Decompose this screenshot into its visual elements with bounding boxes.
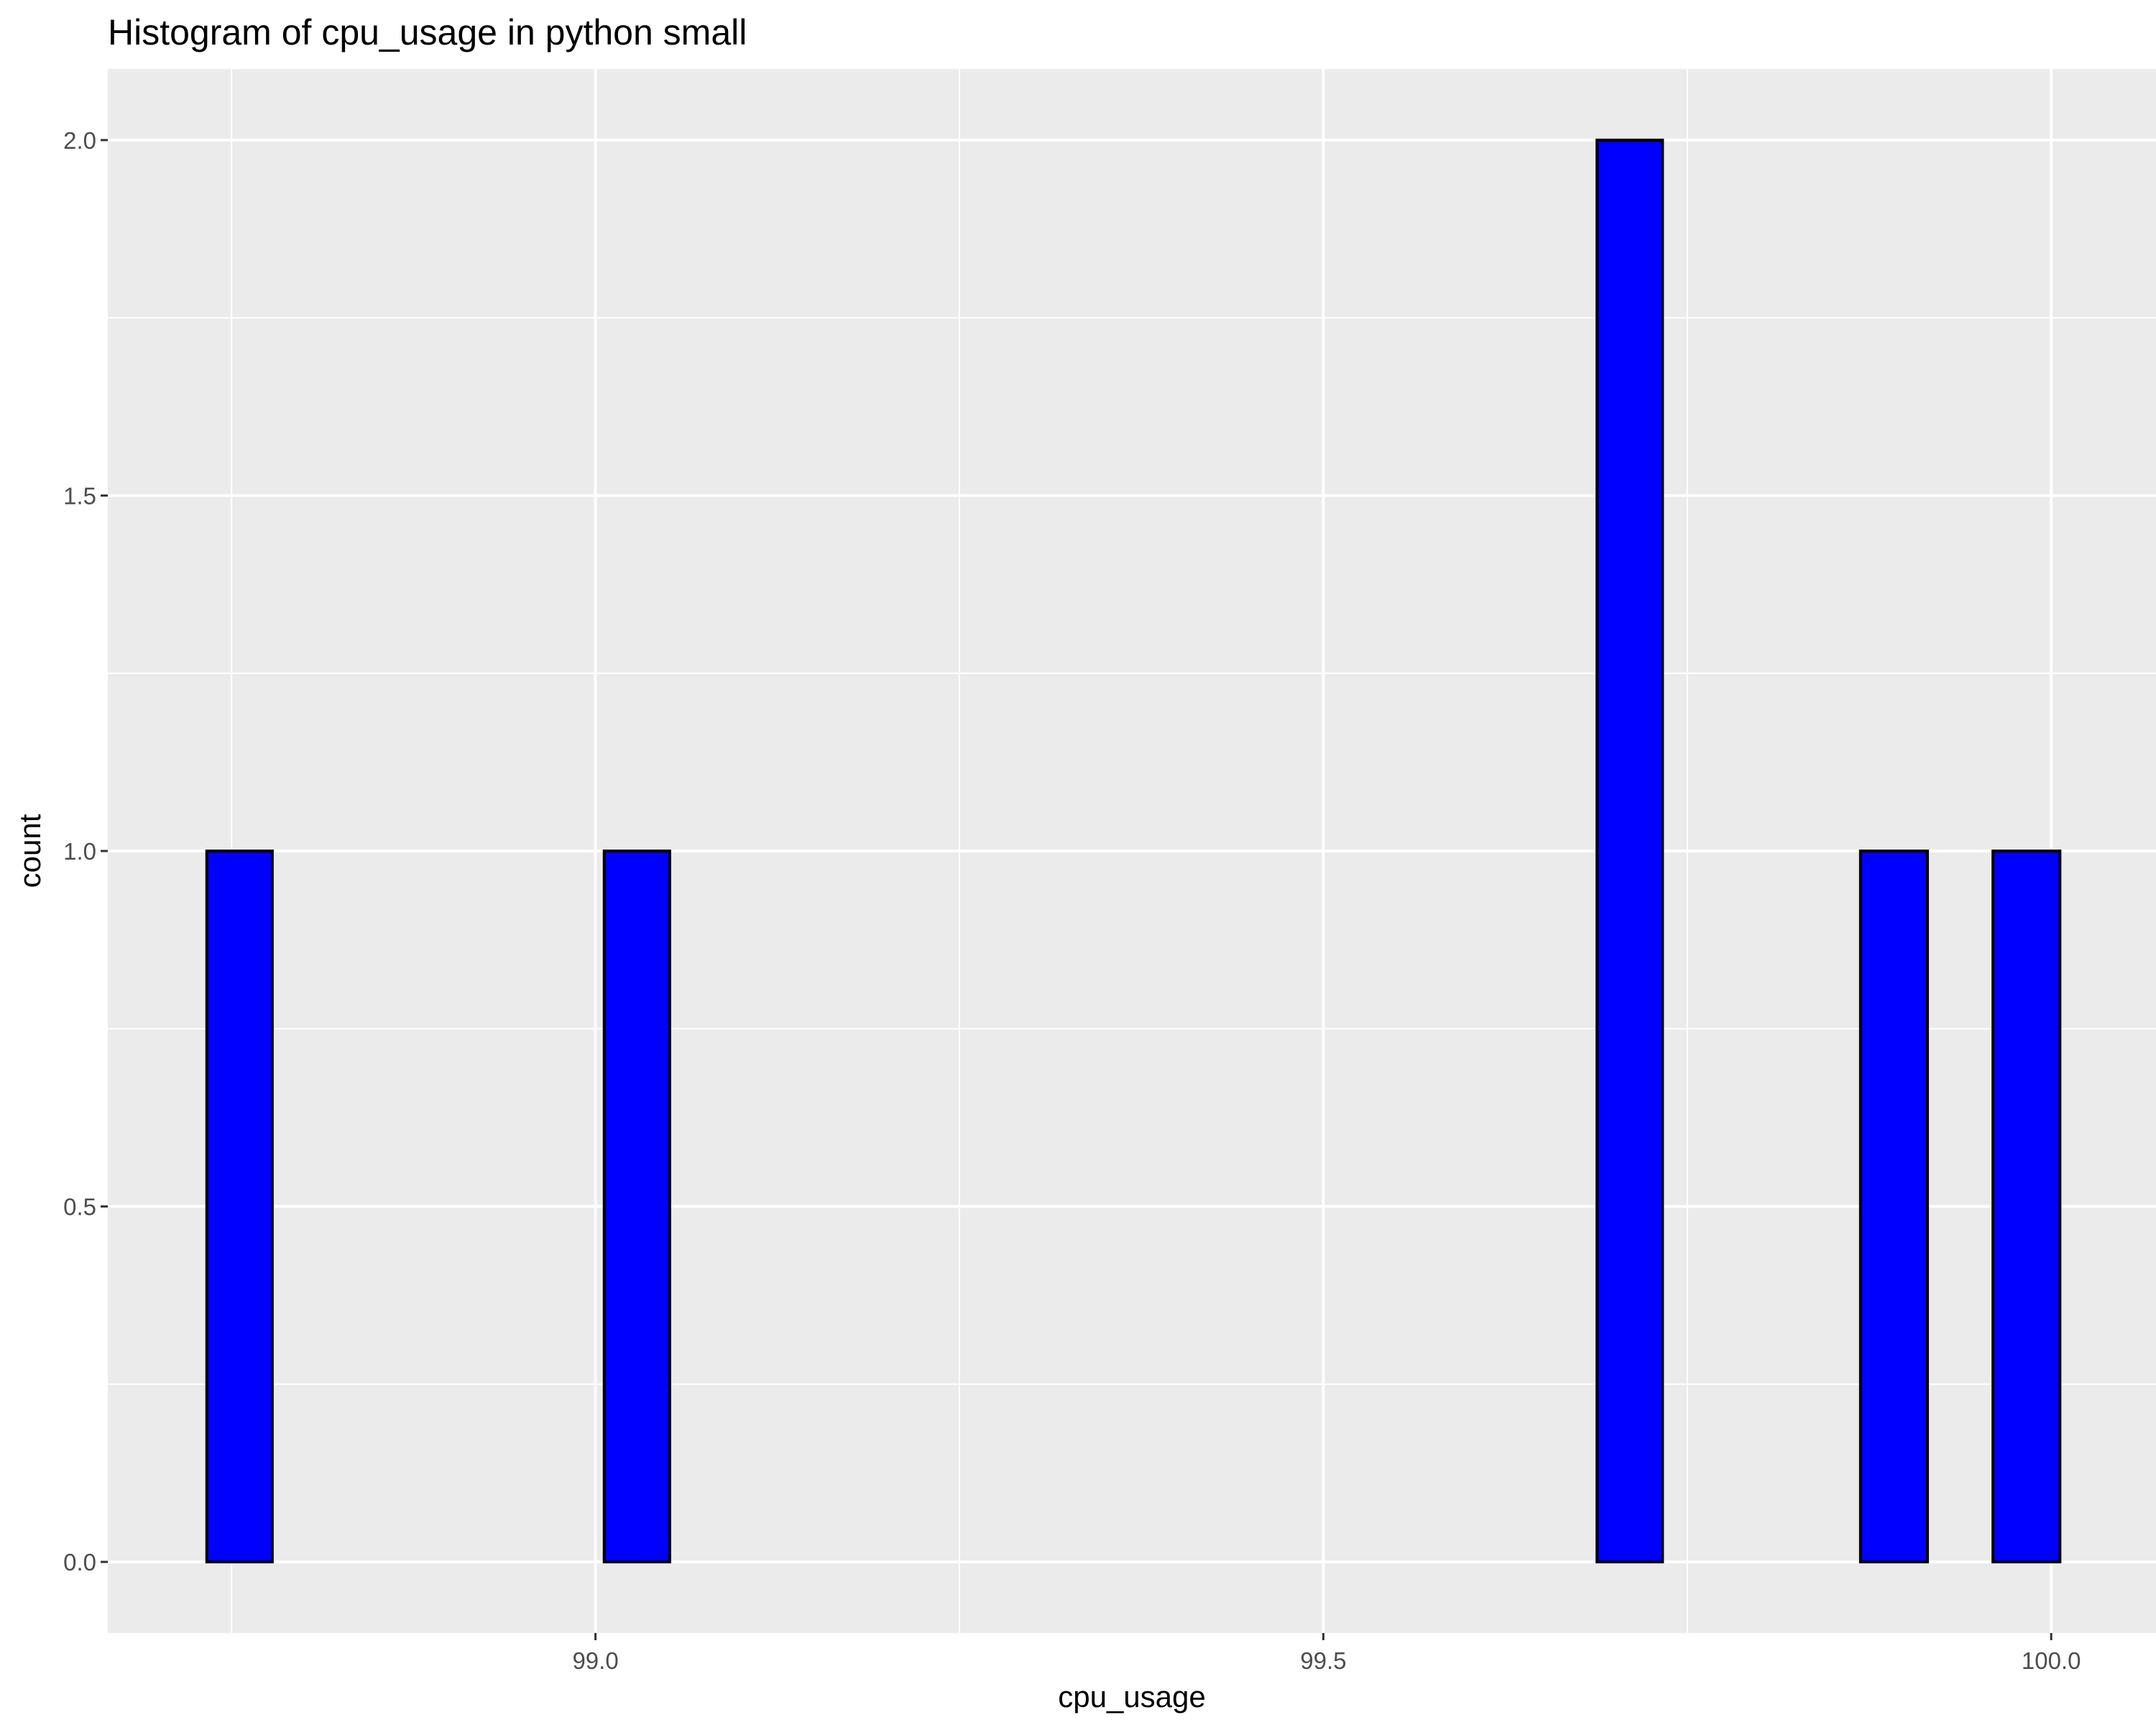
major-gridlines — [108, 69, 2156, 1633]
y-tick-label: 0.0 — [63, 1549, 96, 1576]
y-axis: 0.0 0.5 1.0 1.5 2.0 — [63, 127, 108, 1576]
x-axis-title: cpu_usage — [1058, 1680, 1206, 1714]
histogram-bar — [1595, 138, 1664, 1564]
histogram-bar — [602, 850, 671, 1564]
histogram-bar — [1858, 850, 1929, 1564]
x-tick-label: 99.0 — [572, 1647, 618, 1674]
y-tick-label: 1.0 — [63, 838, 96, 865]
x-tick-label: 99.5 — [1300, 1647, 1346, 1674]
chart-title: Histogram of cpu_usage in python small — [108, 12, 747, 52]
y-tick-label: 2.0 — [63, 127, 96, 154]
x-axis: 99.0 99.5 100.0 — [572, 1633, 2081, 1674]
y-tick-label: 0.5 — [63, 1194, 96, 1220]
histogram-bar — [205, 850, 274, 1564]
histogram-bars — [205, 138, 2062, 1564]
y-tick-label: 1.5 — [63, 482, 96, 509]
histogram-bar — [1991, 850, 2062, 1564]
y-axis-title: count — [13, 814, 47, 888]
x-tick-label: 100.0 — [2022, 1647, 2081, 1674]
